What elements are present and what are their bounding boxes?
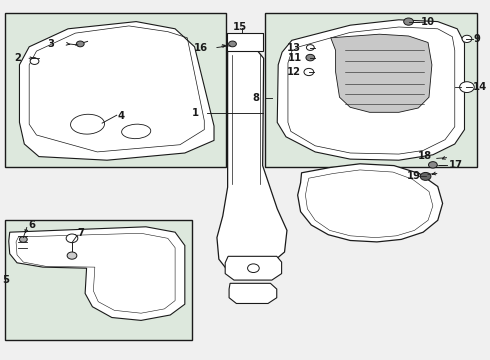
Text: 4: 4 (118, 111, 125, 121)
Circle shape (20, 237, 27, 242)
Text: 1: 1 (191, 108, 198, 118)
Circle shape (67, 252, 77, 259)
Circle shape (462, 35, 472, 42)
Text: 14: 14 (473, 82, 487, 92)
Text: 8: 8 (253, 93, 260, 103)
Circle shape (306, 45, 314, 50)
Circle shape (460, 82, 474, 93)
Circle shape (404, 18, 414, 25)
Text: 7: 7 (78, 228, 85, 238)
Circle shape (66, 234, 78, 243)
Polygon shape (20, 22, 214, 160)
Circle shape (30, 58, 39, 64)
Circle shape (76, 41, 84, 47)
Bar (5, 13, 226, 167)
Polygon shape (277, 20, 465, 160)
Text: 13: 13 (287, 42, 300, 53)
Circle shape (420, 172, 431, 180)
Text: 18: 18 (418, 150, 432, 161)
Circle shape (306, 54, 315, 61)
Circle shape (247, 264, 259, 273)
Polygon shape (297, 164, 442, 242)
Circle shape (229, 41, 236, 47)
Text: 3: 3 (48, 39, 54, 49)
Text: 10: 10 (421, 17, 435, 27)
Bar (227, 33, 263, 51)
Circle shape (428, 162, 437, 168)
Polygon shape (225, 256, 282, 280)
Text: 15: 15 (232, 22, 246, 32)
Text: 6: 6 (28, 220, 35, 230)
Text: 2: 2 (15, 53, 22, 63)
Text: 12: 12 (287, 67, 300, 77)
Text: 11: 11 (288, 53, 302, 63)
Text: 17: 17 (448, 160, 463, 170)
Text: 16: 16 (194, 42, 208, 53)
Text: 5: 5 (2, 275, 9, 285)
Text: 9: 9 (474, 34, 481, 44)
Circle shape (304, 68, 314, 76)
Polygon shape (229, 283, 277, 303)
Polygon shape (217, 51, 287, 274)
Bar (265, 13, 477, 167)
Polygon shape (331, 34, 432, 112)
Bar (5, 220, 192, 340)
Text: 19: 19 (407, 171, 421, 181)
Polygon shape (9, 227, 185, 320)
